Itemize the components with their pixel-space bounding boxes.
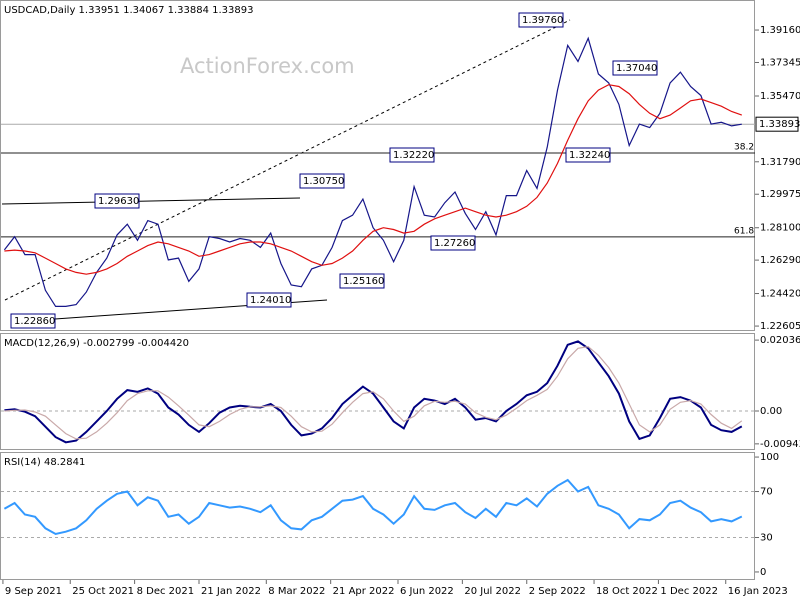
x-tick-label: 6 Jun 2022 [400, 586, 454, 597]
trend-line [1, 197, 301, 205]
panel-title: MACD(12,26,9) -0.002799 -0.004420 [4, 338, 189, 349]
level-label: 61.8 [734, 226, 754, 236]
annotation-box [565, 147, 611, 163]
x-tick-label: 2 Sep 2022 [529, 586, 586, 597]
annotation: 1.22860 [14, 316, 55, 327]
y-tick-label: 0.02036 [760, 335, 800, 346]
y-tick-label: 0 [760, 567, 766, 578]
y-tick-label: 1.24420 [760, 289, 800, 300]
x-tick-label: 21 Jan 2022 [201, 586, 261, 597]
annotation-box [94, 193, 140, 209]
annotation-box [299, 173, 345, 189]
x-tick-label: 16 Jan 2023 [728, 586, 788, 597]
x-tick-label: 1 Dec 2022 [660, 586, 718, 597]
annotation-box [246, 292, 292, 308]
y-tick-label: 1.28100 [760, 223, 800, 234]
annotation: 1.24010 [250, 295, 291, 306]
annotation-box [430, 235, 476, 251]
level-label: 38.2 [734, 143, 754, 153]
annotation: 1.30750 [303, 176, 344, 187]
annotation: 1.37040 [616, 63, 657, 74]
annotation: 1.29630 [98, 196, 139, 207]
x-tick-label: 9 Sep 2021 [5, 586, 62, 597]
y-tick-label: 1.35470 [760, 91, 800, 102]
watermark: ActionForex.com [180, 54, 355, 78]
price-panel [0, 0, 755, 331]
y-tick-label: 100 [760, 452, 779, 463]
series-line [4, 340, 743, 444]
annotation-box [612, 60, 658, 76]
x-tick-label: 18 Oct 2022 [596, 586, 658, 597]
x-tick-label: 8 Mar 2022 [268, 586, 325, 597]
y-tick-label: 1.37345 [760, 57, 800, 68]
series-line [3, 478, 743, 536]
y-tick-label: 70 [760, 487, 773, 498]
last-price-label: 1.33893 [759, 119, 800, 130]
last-price-box [755, 116, 799, 132]
y-tick-label: 1.22605 [760, 321, 800, 332]
annotation-box [339, 273, 385, 289]
series-line [3, 36, 742, 307]
annotation-box [10, 313, 56, 329]
x-tick-label: 25 Oct 2021 [72, 586, 134, 597]
annotation: 1.27260 [434, 238, 475, 249]
x-tick-label: 20 Jul 2022 [464, 586, 521, 597]
y-tick-label: 1.31790 [760, 157, 800, 168]
series-line [4, 345, 743, 440]
y-tick-label: 0.00 [760, 406, 782, 417]
annotation: 1.25160 [343, 276, 384, 287]
y-tick-label: -0.009438 [760, 439, 800, 450]
annotation-box [518, 12, 564, 28]
series-line [4, 84, 742, 275]
y-tick-label: 1.26290 [760, 255, 800, 266]
annotation: 1.32220 [393, 150, 434, 161]
y-tick-label: 1.39160 [760, 25, 800, 36]
annotation: 1.39760 [522, 15, 563, 26]
panel-title: RSI(14) 48.2841 [4, 457, 85, 468]
y-tick-label: 1.29975 [760, 189, 800, 200]
annotation-box [389, 147, 435, 163]
panel-title: USDCAD,Daily 1.33951 1.34067 1.33884 1.3… [4, 5, 254, 16]
macd-panel [0, 333, 755, 450]
y-tick-label: 30 [760, 532, 773, 543]
rsi-panel [0, 452, 755, 580]
annotation: 1.32240 [569, 150, 610, 161]
x-tick-label: 8 Dec 2021 [137, 586, 195, 597]
x-tick-label: 21 Apr 2022 [333, 586, 395, 597]
